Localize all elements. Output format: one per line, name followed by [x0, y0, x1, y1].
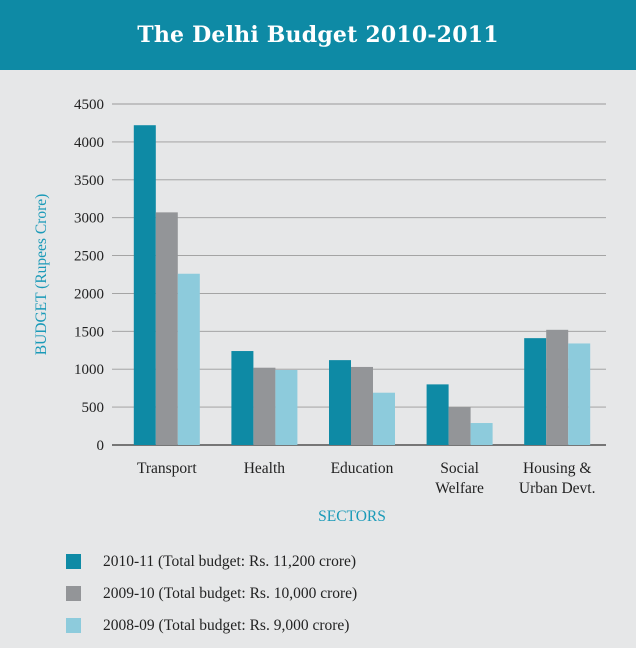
legend-item: 2010-11 (Total budget: Rs. 11,200 crore) [66, 552, 357, 571]
y-tick-label: 3000 [74, 211, 104, 227]
bar [470, 423, 493, 445]
x-category-label: Social [440, 460, 479, 477]
bar [177, 273, 200, 445]
x-category-label: Transport [137, 460, 197, 477]
bar [231, 351, 254, 445]
y-tick-label: 500 [82, 400, 105, 416]
bar [568, 343, 591, 445]
bar [546, 329, 569, 445]
x-category-label: Welfare [435, 480, 484, 497]
x-category-label: Education [331, 460, 394, 477]
y-tick-label: 4500 [74, 97, 104, 113]
legend-label: 2010-11 (Total budget: Rs. 11,200 crore) [103, 552, 357, 570]
y-tick-labels: 0 500 1000 1500 2000 2500 3000 3500 4000 4500 [74, 97, 104, 454]
y-tick-label: 2000 [74, 286, 104, 302]
y-tick-label: 0 [97, 438, 105, 454]
bar-chart: 0 500 1000 1500 2000 2500 3000 3500 4000 4500 Tra… [33, 97, 606, 525]
legend-swatch [66, 618, 81, 633]
x-axis-title: SECTORS [318, 508, 386, 525]
legend-swatch [66, 554, 81, 569]
bar [373, 392, 395, 445]
y-axis-title: BUDGET (Rupees Crore) [33, 194, 50, 356]
y-tick-label: 2500 [74, 249, 104, 265]
bar [253, 367, 276, 445]
bar [329, 360, 351, 445]
legend: 2010-11 (Total budget: Rs. 11,200 crore)… [66, 552, 357, 648]
bar [351, 366, 373, 445]
bar [133, 125, 156, 445]
chart-header: The Delhi Budget 2010-2011 [0, 0, 636, 70]
legend-label: 2009-10 (Total budget: Rs. 10,000 crore) [103, 584, 358, 602]
bar [448, 407, 471, 445]
bar [155, 212, 178, 445]
y-tick-label: 1000 [74, 362, 104, 378]
bar [275, 369, 298, 445]
x-category-label: Urban Devt. [519, 480, 596, 497]
legend-label: 2008-09 (Total budget: Rs. 9,000 crore) [103, 616, 350, 634]
y-tick-label: 3500 [74, 173, 104, 189]
x-category-label: Housing & [523, 460, 591, 477]
x-category-label: Health [244, 460, 286, 477]
bar [426, 384, 449, 445]
y-tick-label: 1500 [74, 324, 104, 340]
y-tick-label: 4000 [74, 135, 104, 151]
bars [133, 125, 591, 445]
legend-item: 2008-09 (Total budget: Rs. 9,000 crore) [66, 616, 357, 635]
legend-swatch [66, 586, 81, 601]
legend-item: 2009-10 (Total budget: Rs. 10,000 crore) [66, 584, 357, 603]
bar [524, 338, 547, 445]
x-category-labels: Transport Health Education Social Welfare Hou… [137, 460, 596, 497]
chart-title: The Delhi Budget 2010-2011 [137, 22, 499, 48]
